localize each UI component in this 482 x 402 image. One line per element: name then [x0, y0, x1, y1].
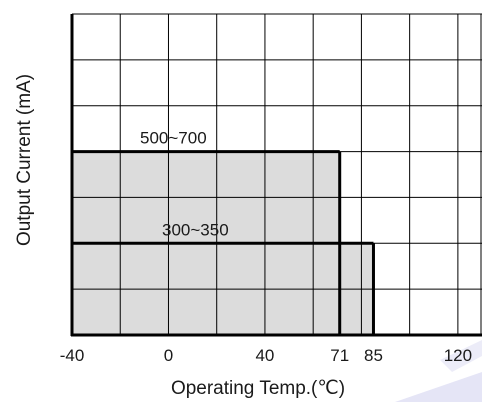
x-tick-label: -40	[60, 346, 85, 365]
x-axis-label: Operating Temp.(℃)	[171, 378, 345, 399]
x-tick-label: 40	[255, 346, 274, 365]
x-tick-label: 120	[444, 346, 472, 365]
x-tick-label: 0	[164, 346, 173, 365]
x-tick-label: 85	[364, 346, 383, 365]
series-annotation-500~700: 500~700	[140, 129, 207, 148]
watermark-decoration	[395, 340, 482, 402]
x-tick-label: 71	[330, 346, 349, 365]
y-axis-label: Output Current (mA)	[14, 74, 35, 246]
series-annotation-300~350: 300~350	[162, 220, 229, 239]
